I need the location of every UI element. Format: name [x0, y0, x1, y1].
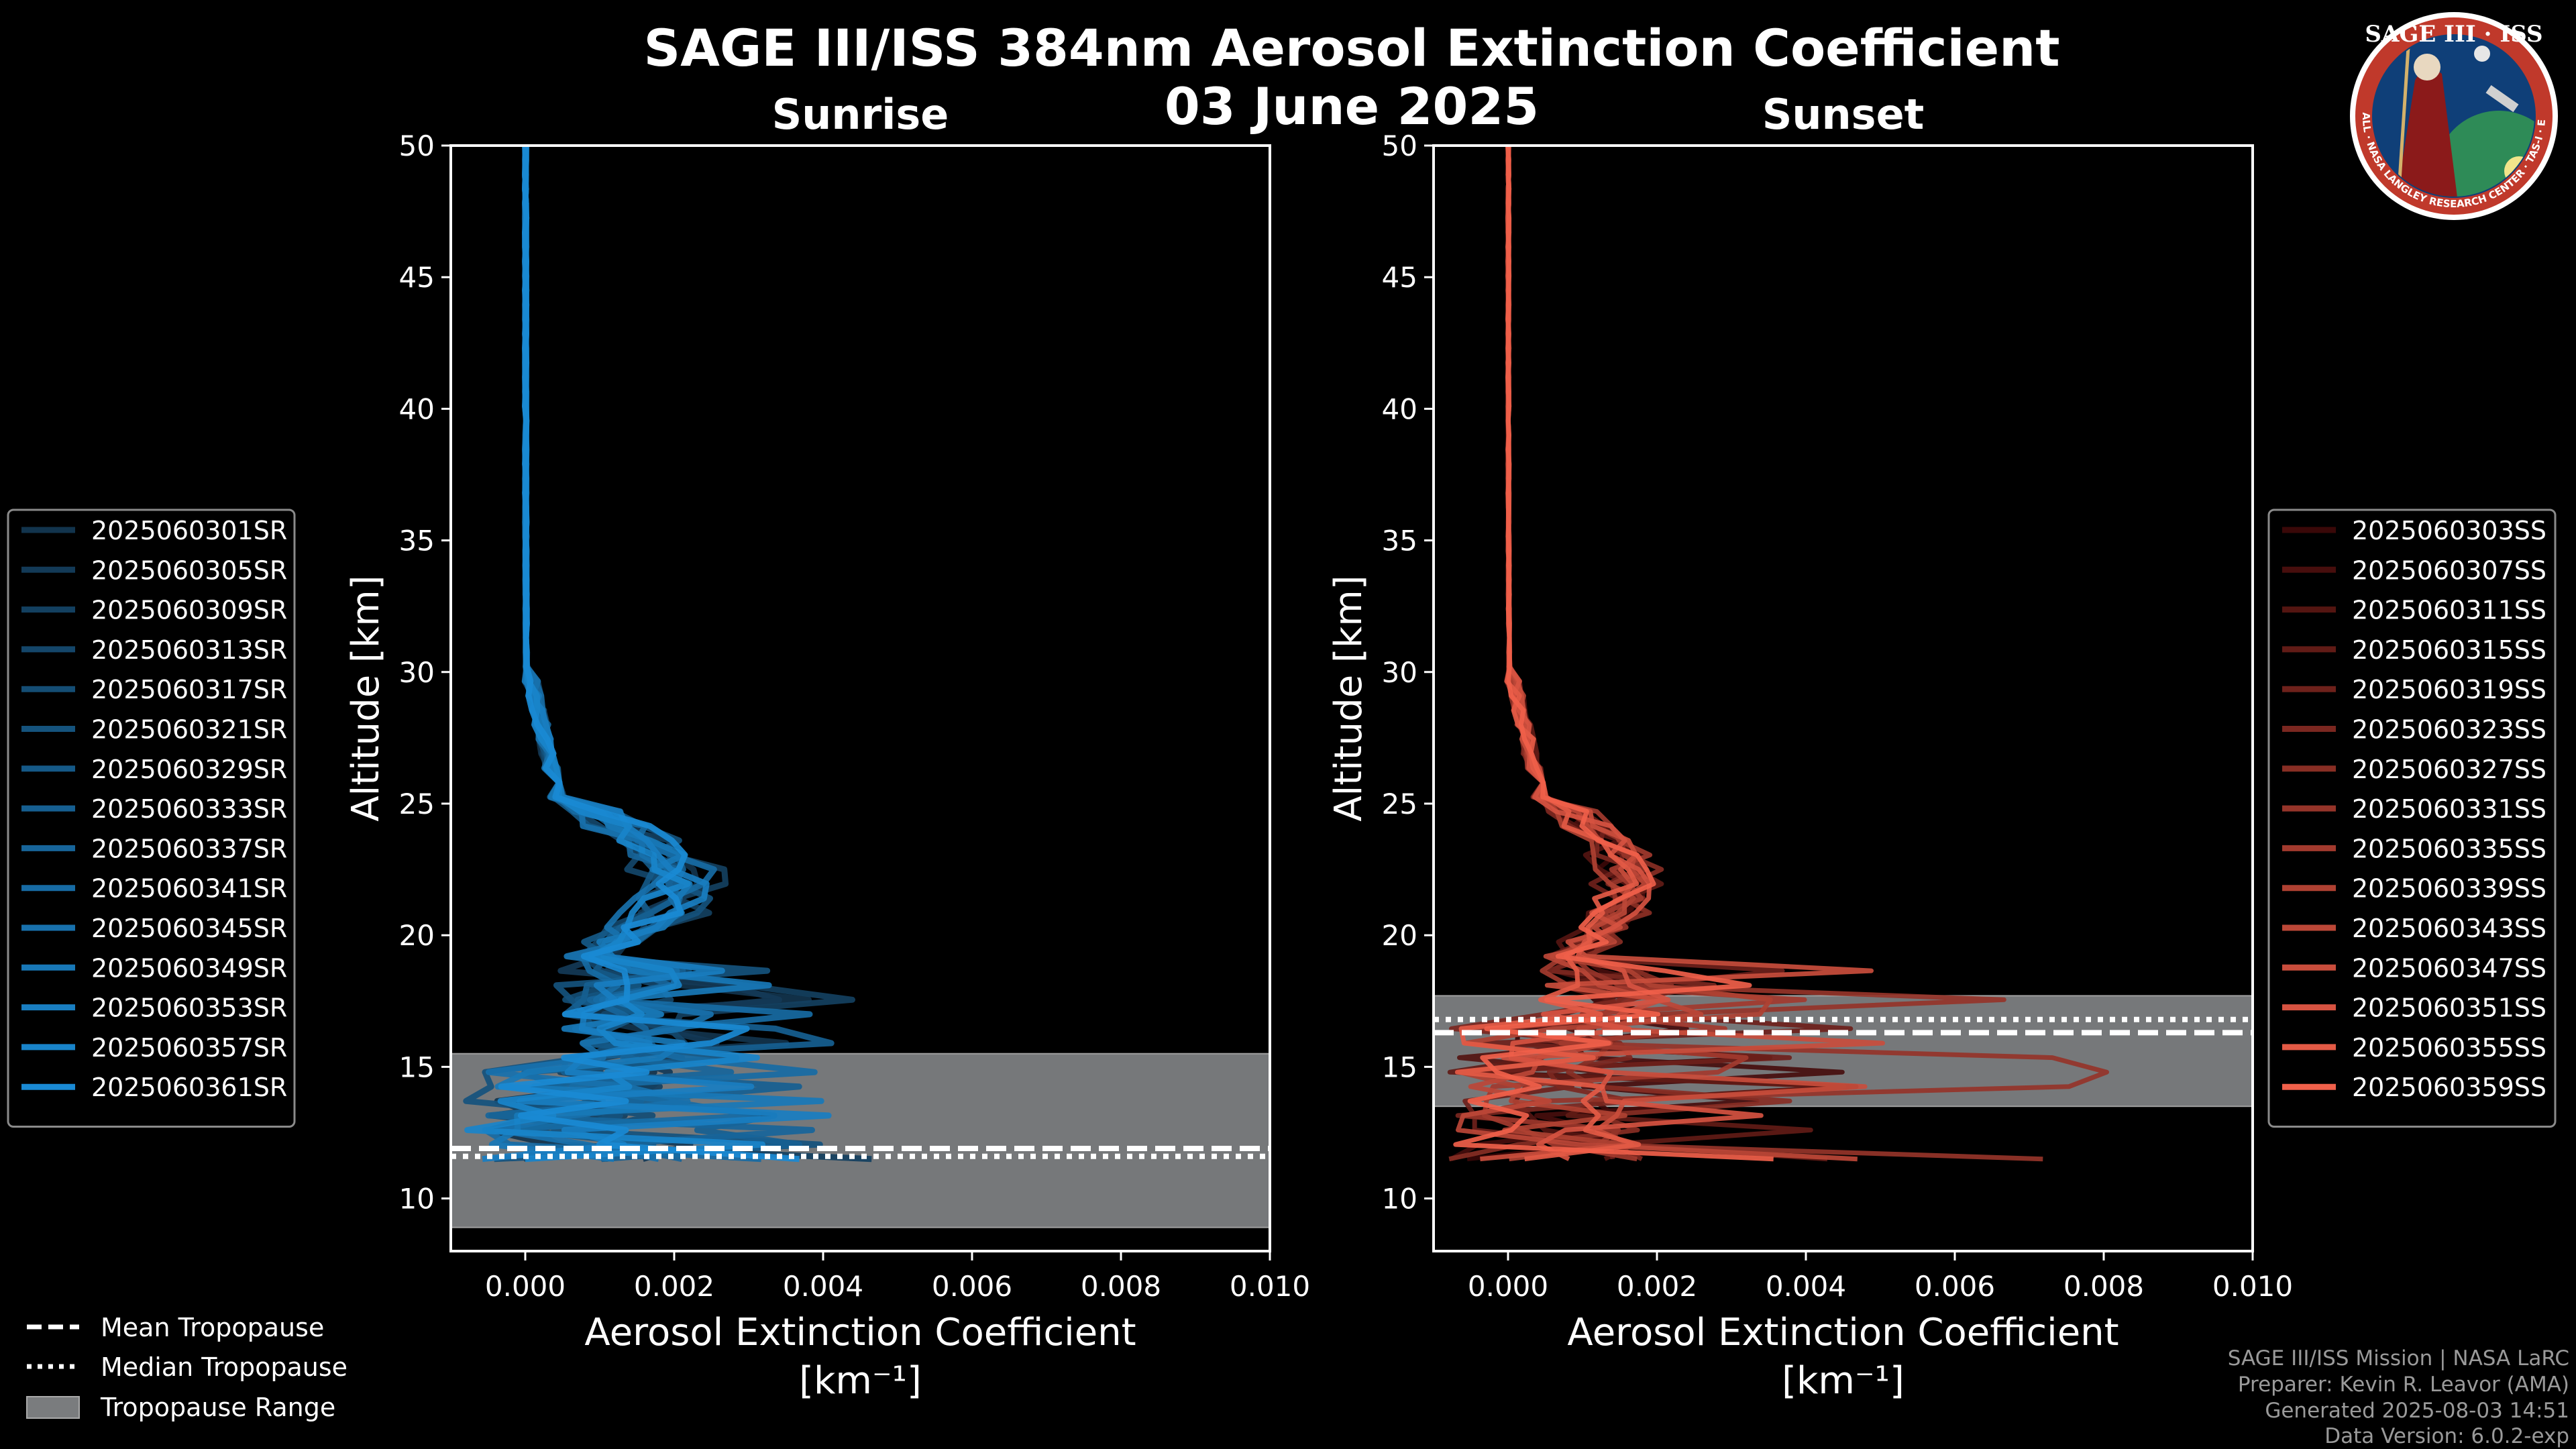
legend-label-2025060309SR: 2025060309SR [91, 596, 287, 625]
sunrise-ytick-label: 50 [399, 129, 435, 162]
sunrise-legend-box [7, 508, 296, 1128]
legend-range-label: Tropopause Range [100, 1393, 335, 1422]
logo-title: SAGE III · ISS [2365, 21, 2542, 48]
credits-block: SAGE III/ISS Mission | NASA LaRC Prepare… [2228, 1346, 2569, 1448]
credit-generated: Generated 2025-08-03 14:51 [2265, 1399, 2569, 1423]
legend-label-2025060317SR: 2025060317SR [91, 675, 287, 704]
sunset-xtick-label: 0.008 [2063, 1270, 2144, 1303]
sunset-xtick-label: 0.004 [1766, 1270, 1846, 1303]
legend-label-2025060303SS: 2025060303SS [2352, 516, 2546, 545]
sunset-xtick-label: 0.010 [2212, 1270, 2293, 1303]
sunset-panel-title: Sunset [1762, 90, 1925, 139]
legend-label-2025060341SR: 2025060341SR [91, 874, 287, 904]
sunset-xtick-label: 0.006 [1915, 1270, 1995, 1303]
legend-label-2025060313SR: 2025060313SR [91, 635, 287, 665]
legend-label-2025060327SS: 2025060327SS [2352, 755, 2546, 784]
figure-date: 03 June 2025 [1165, 76, 1539, 136]
sunset-xlabel-units: [km⁻¹] [1782, 1359, 1904, 1403]
credit-mission: SAGE III/ISS Mission | NASA LaRC [2228, 1346, 2569, 1371]
legend-label-2025060355SS: 2025060355SS [2352, 1033, 2546, 1063]
legend-label-2025060349SR: 2025060349SR [91, 953, 287, 983]
profile-line-2025060359SS [1453, 146, 1774, 1162]
moon-icon [2474, 46, 2490, 62]
legend-mean-label: Mean Tropopause [101, 1313, 324, 1342]
sunrise-ytick-label: 45 [399, 261, 435, 294]
iss-icon [2485, 85, 2519, 113]
sunrise-ytick-label: 15 [399, 1051, 435, 1083]
figure-title: SAGE III/ISS 384nm Aerosol Extinction Co… [643, 18, 2059, 78]
sunrise-xlabel-units: [km⁻¹] [799, 1359, 922, 1403]
legend-label-2025060301SR: 2025060301SR [91, 516, 287, 545]
sunrise-ytick-label: 35 [399, 525, 435, 557]
legend-label-2025060347SS: 2025060347SS [2352, 953, 2546, 983]
sunset-xlabel: Aerosol Extinction Coefficient [1567, 1311, 2118, 1354]
sunrise-xtick-label: 0.008 [1081, 1270, 1161, 1303]
sunrise-axes-frame [449, 144, 1271, 1252]
sunset-ytick-label: 30 [1382, 656, 1417, 689]
legend-label-2025060307SS: 2025060307SS [2352, 555, 2546, 585]
sunrise-panel: Sunrise 10 15 20 25 30 35 40 45 50 0.000 0.002 0.004… [7, 90, 1310, 1403]
legend-label-2025060361SR: 2025060361SR [91, 1073, 287, 1102]
sunrise-xtick-label: 0.006 [932, 1270, 1012, 1303]
legend-label-2025060331SS: 2025060331SS [2352, 794, 2546, 824]
legend-label-2025060343SS: 2025060343SS [2352, 914, 2546, 943]
sunrise-ytick-label: 30 [399, 656, 435, 689]
legend-label-2025060357SR: 2025060357SR [91, 1033, 287, 1063]
legend-label-2025060351SS: 2025060351SS [2352, 994, 2546, 1023]
sunset-legend-box [2267, 508, 2557, 1128]
legend-label-2025060337SR: 2025060337SR [91, 834, 287, 863]
legend-label-2025060305SR: 2025060305SR [91, 555, 287, 585]
sunset-ytick-label: 20 [1382, 919, 1417, 952]
legend-label-2025060321SR: 2025060321SR [91, 715, 287, 745]
legend-label-2025060345SR: 2025060345SR [91, 914, 287, 943]
legend-label-2025060333SR: 2025060333SR [91, 794, 287, 824]
tropopause-legend: Mean Tropopause Median Tropopause Tropop… [26, 1313, 347, 1422]
sunrise-ylabel: Altitude [km] [344, 575, 388, 821]
sunrise-ytick-label: 10 [399, 1183, 435, 1216]
sunset-ytick-label: 45 [1382, 261, 1417, 294]
sunset-ytick-label: 40 [1382, 392, 1417, 425]
sunrise-ytick-label: 40 [399, 392, 435, 425]
sunset-ytick-label: 10 [1382, 1183, 1417, 1216]
sunset-ylabel: Altitude [km] [1327, 575, 1371, 821]
sunset-ytick-label: 25 [1382, 788, 1417, 820]
sunrise-xtick-label: 0.010 [1230, 1270, 1310, 1303]
credit-version: Data Version: 6.0.2-exp [2324, 1424, 2569, 1448]
sunset-xtick-label: 0.002 [1617, 1270, 1697, 1303]
legend-label-2025060319SS: 2025060319SS [2352, 675, 2546, 704]
profile-line-2025060361SR [498, 146, 800, 1163]
sunset-axes-frame [1432, 144, 2254, 1252]
legend-label-2025060315SS: 2025060315SS [2352, 635, 2546, 665]
sunrise-profiles [463, 146, 872, 1163]
sunrise-xtick-label: 0.002 [634, 1270, 714, 1303]
legend-label-2025060353SR: 2025060353SR [91, 994, 287, 1023]
legend-label-2025060339SS: 2025060339SS [2352, 874, 2546, 904]
sunset-ytick-label: 35 [1382, 525, 1417, 557]
figure-icon [2395, 68, 2459, 197]
tropopause-range-swatch [26, 1396, 80, 1419]
legend-label-2025060311SS: 2025060311SS [2352, 596, 2546, 625]
sunset-panel: Sunset 10 15 20 25 30 35 40 45 50 0.000 0.002 0.004 0… [1327, 90, 2557, 1403]
sunrise-xtick-label: 0.000 [485, 1270, 566, 1303]
legend-label-2025060323SS: 2025060323SS [2352, 715, 2546, 745]
sunrise-ytick-label: 20 [399, 919, 435, 952]
sunrise-panel-title: Sunrise [772, 90, 949, 139]
sunset-profiles [1447, 146, 2109, 1162]
legend-median-label: Median Tropopause [101, 1352, 347, 1382]
sunset-ytick-label: 15 [1382, 1051, 1417, 1083]
credit-preparer: Preparer: Kevin R. Leavor (AMA) [2238, 1373, 2569, 1397]
legend-label-2025060335SS: 2025060335SS [2352, 834, 2546, 863]
sunrise-ytick-label: 25 [399, 788, 435, 820]
legend-label-2025060359SS: 2025060359SS [2352, 1073, 2546, 1102]
sunset-ytick-label: 50 [1382, 129, 1417, 162]
sunrise-xtick-label: 0.004 [783, 1270, 863, 1303]
sunrise-xlabel: Aerosol Extinction Coefficient [584, 1311, 1136, 1354]
sunset-xtick-label: 0.000 [1468, 1270, 1548, 1303]
legend-label-2025060329SR: 2025060329SR [91, 755, 287, 784]
